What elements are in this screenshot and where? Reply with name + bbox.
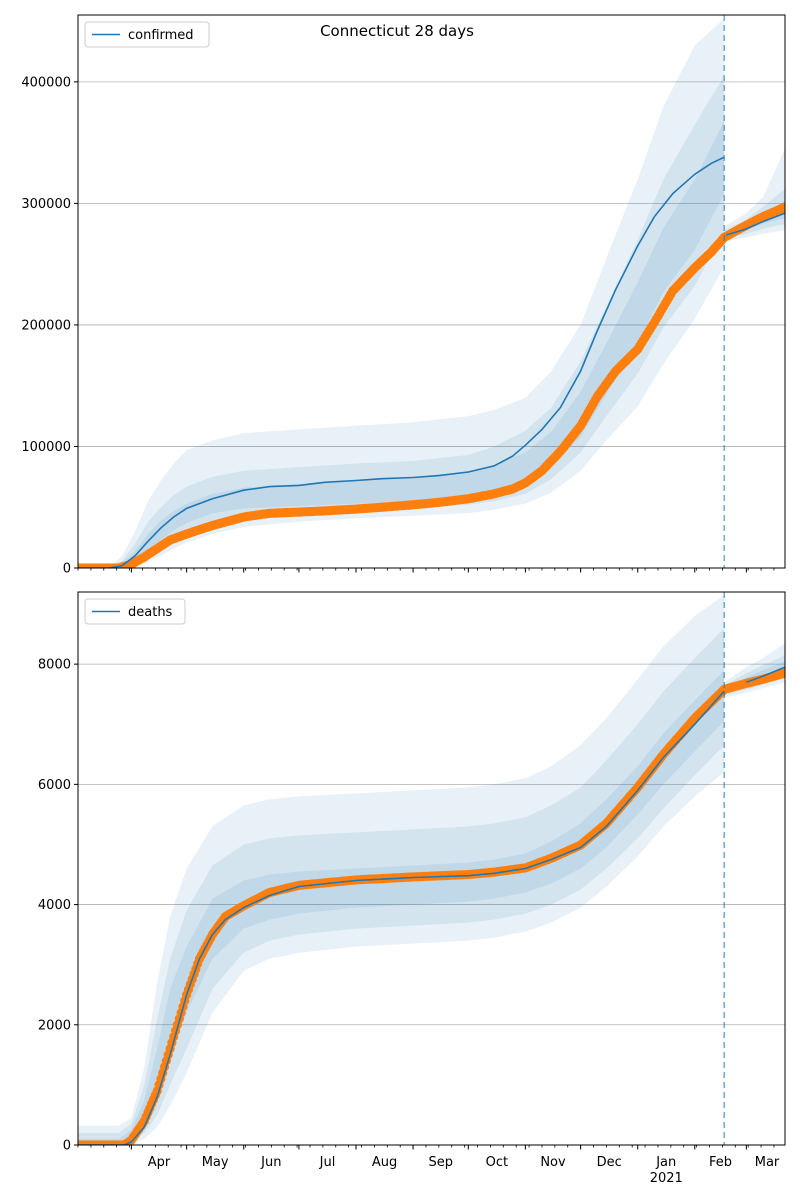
y-tick-label: 400000 — [21, 75, 71, 90]
y-tick-label: 0 — [63, 562, 71, 577]
x-tick-label: Dec — [597, 1155, 622, 1170]
x-tick-label: Feb — [709, 1155, 732, 1170]
axes-frame — [77, 591, 786, 1146]
legend: deaths — [84, 598, 186, 625]
legend-label: deaths — [128, 605, 173, 620]
legend: confirmed — [84, 21, 210, 48]
outer-uncertainty-band — [78, 18, 725, 568]
y-tick-label: 8000 — [38, 658, 71, 673]
x-tick-label: Sep — [428, 1155, 453, 1170]
plot-area — [78, 595, 785, 1145]
x-tick-label: Jan — [655, 1155, 676, 1170]
y-tick-label: 4000 — [38, 898, 71, 913]
legend-box — [84, 21, 210, 48]
figure-title: Connecticut 28 days — [320, 22, 474, 40]
y-tick-label: 100000 — [21, 440, 71, 455]
model-median-line — [78, 690, 725, 1145]
x-tick-label: Nov — [540, 1155, 566, 1170]
y-tick-label: 300000 — [21, 197, 71, 212]
outer-uncertainty-band — [78, 595, 725, 1145]
observed-point — [780, 668, 785, 678]
x-tick-label: Mar — [755, 1155, 780, 1170]
x-year-label: 2021 — [650, 1171, 683, 1186]
forecast-median-line — [746, 666, 785, 683]
x-tick-label: May — [202, 1155, 229, 1170]
confirmed-chart: 0 100000 200000 300000 400000 confirmed — [21, 14, 786, 577]
y-tick-label: 0 — [63, 1139, 71, 1154]
legend-label: confirmed — [128, 28, 194, 43]
axes-frame — [77, 14, 786, 569]
x-tick-label: Aug — [372, 1155, 397, 1170]
y-tick-label: 6000 — [38, 778, 71, 793]
y-tick-label: 2000 — [38, 1018, 71, 1033]
middle-uncertainty-band — [78, 628, 725, 1145]
model-median-line — [78, 156, 725, 568]
x-tick-label: Oct — [486, 1155, 508, 1170]
forecast-median-line — [725, 212, 785, 236]
legend-box — [84, 598, 186, 625]
y-tick-label: 200000 — [21, 318, 71, 333]
x-tick-label: Jul — [319, 1155, 336, 1170]
deaths-chart: 0 2000 4000 6000 8000 Apr May Jun Jul Aug Sep Oct No… — [38, 591, 786, 1186]
observed-point — [780, 202, 785, 212]
x-tick-label: Jun — [260, 1155, 281, 1170]
plot-area — [78, 18, 785, 568]
x-tick-label: Apr — [148, 1155, 171, 1170]
